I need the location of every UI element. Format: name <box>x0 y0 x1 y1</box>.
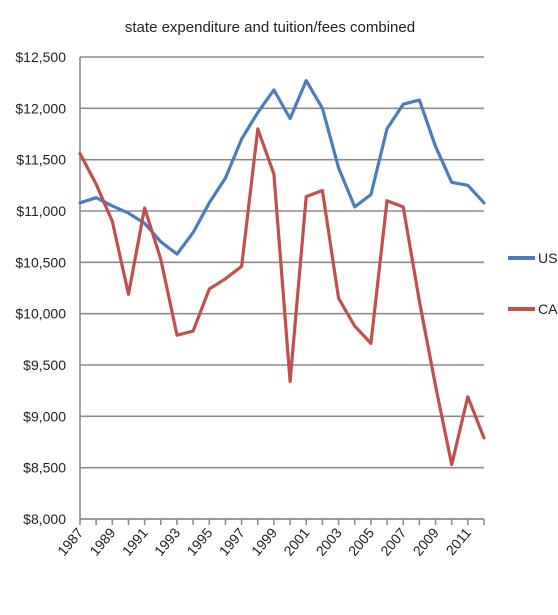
chart-title: state expenditure and tuition/fees combi… <box>125 19 415 36</box>
y-tick-label: $10,500 <box>15 254 66 270</box>
x-tick-label: 2011 <box>443 524 475 558</box>
y-tick-label: $8,500 <box>23 460 66 476</box>
y-tick-label: $10,000 <box>15 306 66 322</box>
x-tick-label: 2007 <box>377 524 409 558</box>
y-tick-label: $9,000 <box>23 408 66 424</box>
y-axis-tick-labels: $8,000 $8,500 $9,000 $9,500 $10,000 $10,500 $1… <box>15 49 66 527</box>
x-tick-label: 2003 <box>313 524 345 558</box>
x-tick-label: 1995 <box>183 524 215 558</box>
series-line-us <box>78 78 486 256</box>
x-tick-label: 1989 <box>86 524 118 558</box>
x-tick-label: 2009 <box>410 524 442 558</box>
x-tick-label: 1997 <box>216 524 248 558</box>
y-tick-label: $8,000 <box>23 511 66 527</box>
legend: US CA <box>508 250 558 317</box>
x-tick-label: 2005 <box>345 524 377 558</box>
x-tick-label: 1991 <box>119 524 151 558</box>
x-tick-label: 1999 <box>248 524 280 558</box>
legend-label-ca: CA <box>538 301 558 317</box>
x-tick-label: 1987 <box>54 524 86 558</box>
x-tick-label: 1993 <box>151 524 183 558</box>
x-tick-label: 2001 <box>280 524 312 558</box>
y-tick-label: $11,000 <box>16 203 66 219</box>
y-tick-label: $12,500 <box>15 49 66 65</box>
series-line-ca <box>78 127 486 467</box>
y-tick-label: $12,000 <box>15 100 66 116</box>
y-tick-label: $11,500 <box>16 152 66 168</box>
y-tick-label: $9,500 <box>23 357 66 373</box>
series-lines <box>78 78 486 467</box>
x-axis-tick-labels: 1987 1989 1991 1993 1995 1997 1999 2001 2003 2005… <box>54 524 474 558</box>
legend-label-us: US <box>538 250 557 266</box>
